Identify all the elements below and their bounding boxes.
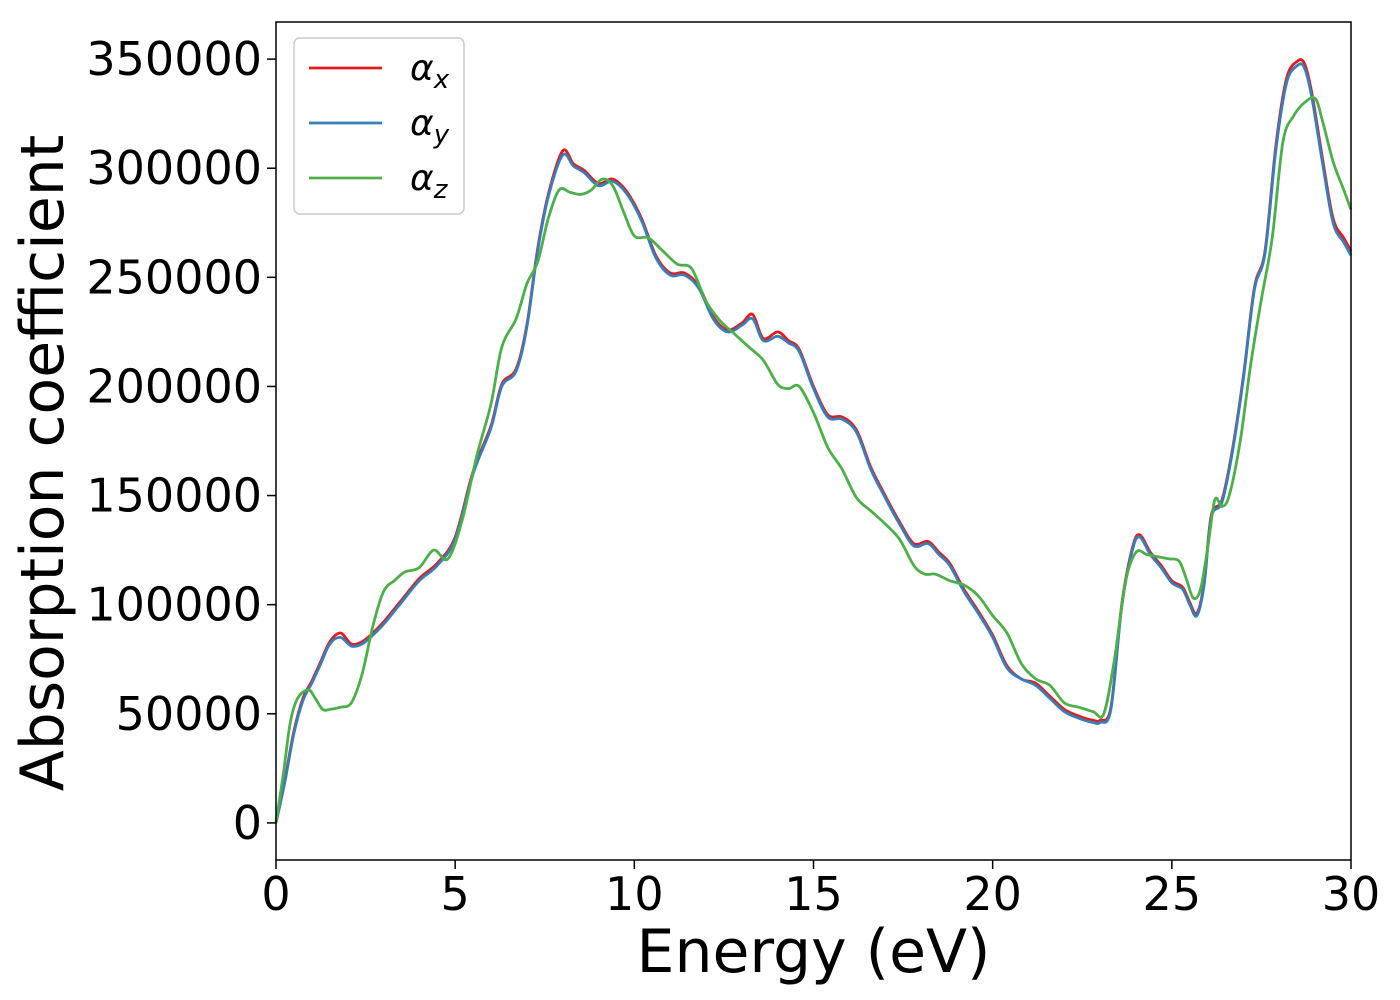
legend-label-x: αx [410, 48, 450, 95]
y-tick-label: 50000 [116, 687, 262, 741]
legend-label-z: αz [410, 158, 449, 205]
legend-label-y: αy [410, 103, 450, 150]
x-tick-label: 25 [1143, 867, 1202, 921]
legend-frame [293, 37, 465, 215]
y-tick-label: 150000 [86, 469, 262, 523]
series-layer [274, 58, 1353, 824]
y-tick-label: 200000 [86, 359, 262, 413]
x-axis-title: Energy (eV) [637, 917, 991, 987]
y-tick-label: 0 [233, 796, 262, 850]
legend: αx αy αz [293, 37, 465, 215]
x-tick-label: 0 [261, 867, 290, 921]
series-line-z [274, 96, 1353, 824]
y-tick-label: 350000 [86, 32, 262, 86]
x-tick-label: 5 [441, 867, 470, 921]
y-tick-label: 300000 [86, 141, 262, 195]
y-tick-label: 100000 [86, 578, 262, 632]
x-tick-label: 15 [784, 867, 843, 921]
x-tick-label: 20 [963, 867, 1022, 921]
ticks-layer: 0 5 10 15 20 25 30 0 50000 100000 150000 200000 2500… [86, 32, 1380, 921]
x-tick-label: 10 [605, 867, 664, 921]
y-tick-label: 250000 [86, 250, 262, 304]
x-tick-label: 30 [1322, 867, 1381, 921]
y-axis-title: Absorption coefficient [8, 135, 78, 792]
